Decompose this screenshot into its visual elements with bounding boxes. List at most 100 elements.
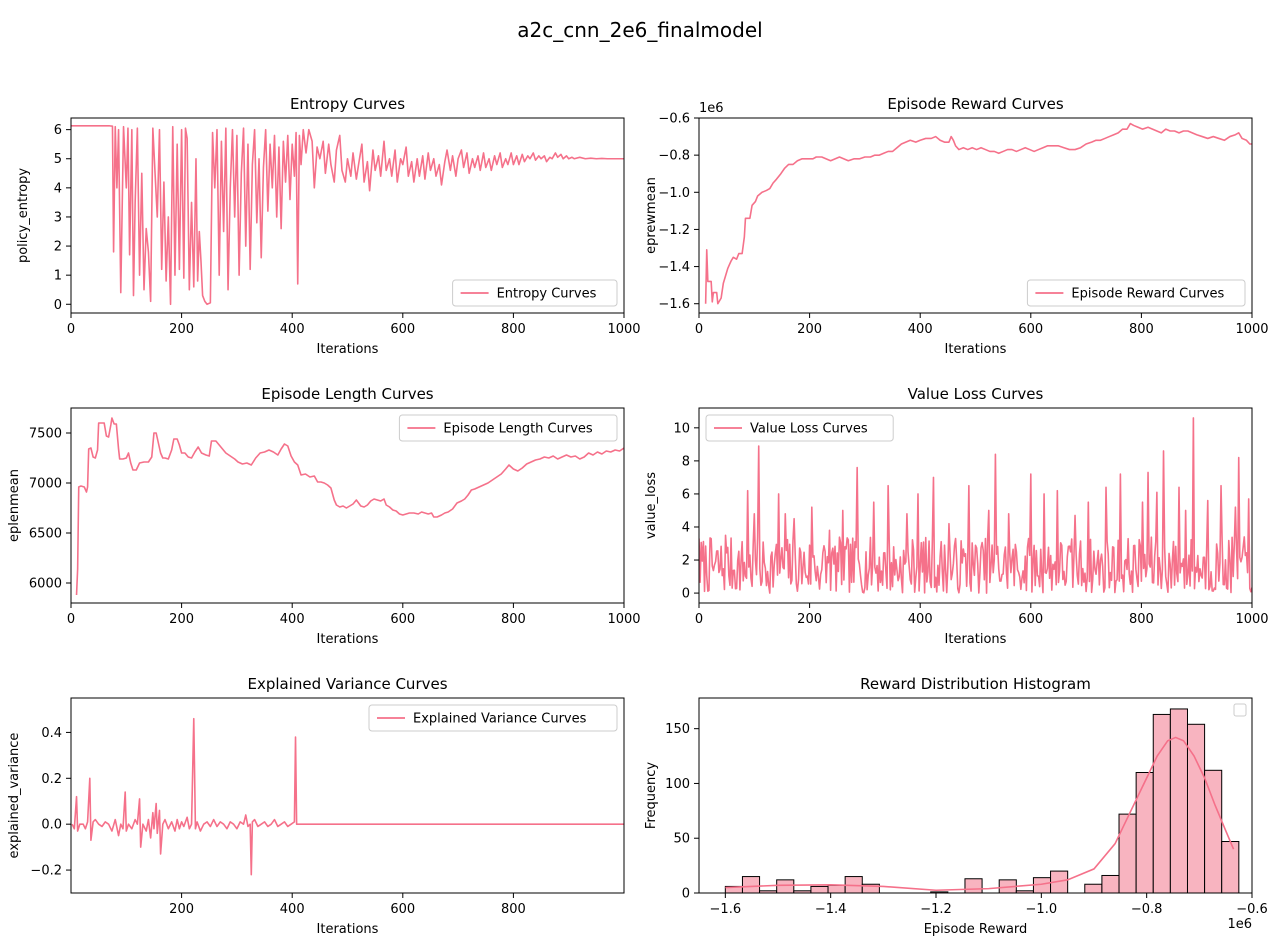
valueloss-title: Value Loss Curves (908, 385, 1044, 403)
reward-series-line (704, 122, 1252, 305)
histogram-title: Reward Distribution Histogram (860, 675, 1091, 693)
entropy-ylabel: policy_entropy (16, 168, 31, 263)
entropy-ytick-label: 4 (54, 181, 62, 196)
histogram-bar (810, 885, 829, 893)
reward-xlabel: Iterations (945, 342, 1007, 357)
explvar-ylabel: explained_variance (7, 733, 22, 859)
reward-xtick-label: 0 (695, 322, 703, 337)
subplot-histogram: Reward Distribution Histogram −1.6 −1.4 −1.… (644, 675, 1268, 937)
histogram-bar (827, 884, 846, 893)
entropy-xtick-label: 800 (501, 322, 526, 337)
explvar-series-line (71, 717, 624, 876)
valueloss-ytick-label: 2 (682, 554, 690, 569)
valueloss-xtick-label: 1000 (1235, 612, 1268, 627)
histogram-xtick-label: −1.4 (815, 902, 847, 917)
length-legend: Episode Length Curves (398, 414, 618, 442)
length-xtick-label: 600 (390, 612, 415, 627)
histogram-bar (741, 876, 761, 893)
length-xtick-label: 0 (67, 612, 75, 627)
entropy-xtick-label: 0 (67, 322, 75, 337)
histogram-offset-text: 1e6 (1227, 917, 1252, 932)
reward-ylabel: eprewmean (644, 177, 659, 254)
length-ytick-label: 7000 (29, 477, 62, 492)
valueloss-ylabel: value_loss (644, 472, 659, 539)
entropy-ytick-label: 6 (54, 123, 62, 138)
valueloss-axes-frame (698, 407, 1253, 604)
histogram-legend-box (1233, 703, 1247, 717)
explvar-title: Explained Variance Curves (247, 675, 447, 693)
valueloss-xtick-label: 600 (1018, 612, 1043, 627)
length-legend-label: Episode Length Curves (443, 422, 593, 437)
explvar-xlabel: Iterations (317, 922, 379, 937)
histogram-ytick-label: 50 (673, 832, 690, 847)
entropy-xtick-label: 600 (390, 322, 415, 337)
entropy-axes-frame (70, 117, 625, 314)
figure-suptitle: a2c_cnn_2e6_finalmodel (517, 18, 762, 42)
histogram-bar (1118, 813, 1137, 893)
histogram-bar (1084, 883, 1103, 893)
histogram-ytick-label: 0 (682, 887, 690, 902)
length-series-line (75, 417, 624, 596)
valueloss-legend: Value Loss Curves (705, 414, 894, 442)
reward-axes-frame (698, 117, 1253, 314)
histogram-bar (776, 879, 795, 893)
reward-xtick-label: 1000 (1235, 322, 1268, 337)
reward-plot-area (704, 122, 1252, 305)
histogram-xtick-label: −1.2 (920, 902, 952, 917)
reward-ytick-label: −0.6 (658, 112, 690, 127)
histogram-bar (1204, 769, 1223, 893)
explvar-xtick-label: 400 (280, 902, 305, 917)
histogram-ytick-label: 150 (665, 722, 690, 737)
explvar-xtick-label: 200 (169, 902, 194, 917)
valueloss-ytick-label: 8 (682, 454, 690, 469)
histogram-legend (1233, 703, 1247, 717)
histogram-bar (861, 883, 880, 893)
subplot-valueloss: Value Loss Curves 0 200 400 600 800 1000 0 2 4 6 8 1… (644, 385, 1269, 647)
valueloss-plot-area (699, 417, 1252, 594)
entropy-xtick-label: 1000 (607, 322, 640, 337)
valueloss-legend-label: Value Loss Curves (750, 422, 868, 437)
histogram-kde-line (725, 736, 1235, 892)
reward-xtick-label: 800 (1129, 322, 1154, 337)
length-plot-area (75, 417, 624, 596)
reward-ytick-label: −1.0 (658, 186, 690, 201)
entropy-legend-label: Entropy Curves (497, 287, 597, 302)
reward-ytick-label: −1.6 (658, 297, 690, 312)
explvar-ytick-label: −0.2 (30, 864, 62, 879)
entropy-legend: Entropy Curves (452, 279, 618, 307)
reward-ytick-label: −1.4 (658, 260, 690, 275)
histogram-bar (1135, 771, 1154, 893)
entropy-plot-area (71, 125, 624, 306)
reward-ytick-label: −0.8 (658, 149, 690, 164)
explvar-ytick-label: 0.4 (41, 726, 62, 741)
subplot-entropy: Entropy Curves 0 200 400 600 800 1000 0 1 2 3 4 5 6 It… (16, 95, 641, 357)
reward-legend-box (1026, 279, 1246, 307)
length-xtick-label: 200 (169, 612, 194, 627)
length-legend-box (398, 414, 618, 442)
entropy-xtick-label: 400 (280, 322, 305, 337)
valueloss-ytick-label: 10 (673, 421, 690, 436)
entropy-ytick-label: 0 (54, 298, 62, 313)
length-ytick-label: 6000 (29, 577, 62, 592)
length-title: Episode Length Curves (261, 385, 433, 403)
explvar-legend-label: Explained Variance Curves (413, 712, 587, 727)
reward-ytick-label: −1.2 (658, 223, 690, 238)
valueloss-legend-box (705, 414, 894, 442)
entropy-ytick-label: 1 (54, 269, 62, 284)
histogram-bar (1221, 841, 1240, 893)
length-xlabel: Iterations (317, 632, 379, 647)
explvar-legend-box (368, 704, 618, 732)
length-ylabel: eplenmean (7, 469, 22, 542)
explvar-xtick-label: 800 (501, 902, 526, 917)
length-ytick-label: 6500 (29, 527, 62, 542)
length-xtick-label: 400 (280, 612, 305, 627)
length-xtick-label: 800 (501, 612, 526, 627)
entropy-ytick-label: 3 (54, 210, 62, 225)
reward-xtick-label: 600 (1018, 322, 1043, 337)
reward-title: Episode Reward Curves (887, 95, 1064, 113)
subplot-reward: Episode Reward Curves 0 200 400 600 800 1000 −1… (644, 95, 1269, 357)
length-ytick-label: 7500 (29, 427, 62, 442)
reward-offset-text: 1e6 (699, 101, 724, 116)
valueloss-xtick-label: 800 (1129, 612, 1154, 627)
